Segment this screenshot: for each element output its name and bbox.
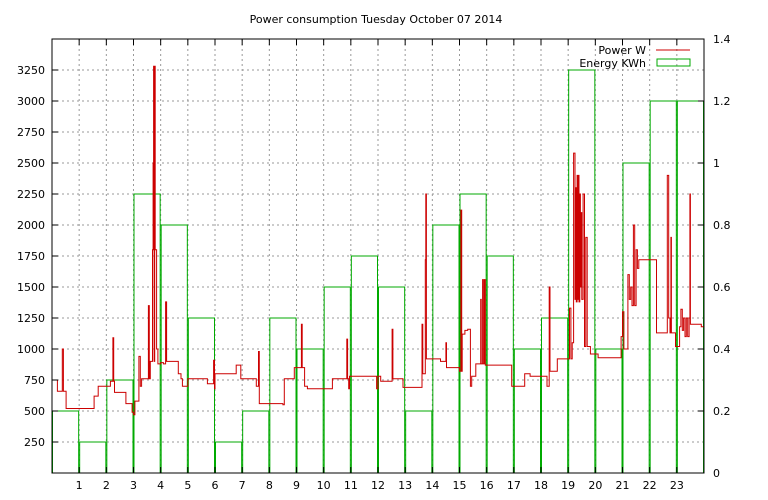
y-right-tick-label: 0.2 [713, 405, 731, 418]
x-tick-label: 7 [239, 479, 246, 492]
y-left-tick-label: 1500 [17, 281, 45, 294]
energy-bar [541, 317, 569, 474]
axis-ticks: 2505007501000125015001750200022502500275… [17, 33, 731, 492]
y-left-tick-label: 2000 [17, 219, 45, 232]
legend-energy-label: Energy KWh [579, 57, 646, 70]
x-tick-label: 3 [130, 479, 137, 492]
y-left-tick-label: 2250 [17, 188, 45, 201]
y-right-tick-label: 1.2 [713, 95, 731, 108]
x-tick-label: 12 [371, 479, 385, 492]
x-tick-label: 16 [480, 479, 494, 492]
x-tick-label: 4 [157, 479, 164, 492]
y-left-tick-label: 3250 [17, 64, 45, 77]
legend: Power W Energy KWh [579, 44, 691, 70]
x-tick-label: 23 [670, 479, 684, 492]
power-line-layer [52, 65, 704, 416]
y-right-tick-label: 1.4 [713, 33, 731, 46]
x-tick-label: 2 [103, 479, 110, 492]
x-tick-label: 5 [184, 479, 191, 492]
y-left-tick-label: 1000 [17, 343, 45, 356]
x-tick-label: 8 [266, 479, 273, 492]
energy-bar [79, 441, 107, 474]
y-right-tick-label: 0 [713, 467, 720, 480]
x-tick-label: 6 [212, 479, 219, 492]
y-left-tick-label: 250 [24, 436, 45, 449]
x-tick-label: 11 [344, 479, 358, 492]
x-tick-label: 18 [534, 479, 548, 492]
y-left-tick-label: 1750 [17, 250, 45, 263]
energy-bar [269, 317, 297, 474]
x-tick-label: 1 [76, 479, 83, 492]
y-right-tick-label: 0.6 [713, 281, 731, 294]
y-left-tick-label: 2750 [17, 126, 45, 139]
legend-energy-swatch [656, 58, 691, 67]
energy-bar [187, 317, 215, 474]
energy-bar [242, 410, 270, 474]
legend-power-label: Power W [598, 44, 646, 57]
y-left-tick-label: 1250 [17, 312, 45, 325]
energy-bar [622, 162, 650, 474]
y-left-tick-label: 2500 [17, 157, 45, 170]
x-tick-label: 20 [588, 479, 602, 492]
y-right-tick-label: 1 [713, 157, 720, 170]
energy-bar [106, 379, 134, 474]
y-right-tick-label: 0.4 [713, 343, 731, 356]
x-tick-label: 9 [293, 479, 300, 492]
chart-title: Power consumption Tuesday October 07 201… [250, 13, 503, 26]
x-tick-label: 17 [507, 479, 521, 492]
x-tick-label: 19 [561, 479, 575, 492]
x-tick-label: 14 [425, 479, 439, 492]
power-line [52, 65, 704, 416]
energy-bar [486, 255, 514, 474]
energy-bar [350, 255, 379, 474]
x-tick-label: 15 [453, 479, 467, 492]
y-left-tick-label: 750 [24, 374, 45, 387]
y-left-tick-label: 3000 [17, 95, 45, 108]
x-tick-label: 22 [643, 479, 657, 492]
x-tick-label: 13 [398, 479, 412, 492]
energy-bar [215, 441, 243, 474]
y-left-tick-label: 500 [24, 405, 45, 418]
y-right-tick-label: 0.8 [713, 219, 731, 232]
x-tick-label: 21 [616, 479, 630, 492]
x-tick-label: 10 [317, 479, 331, 492]
